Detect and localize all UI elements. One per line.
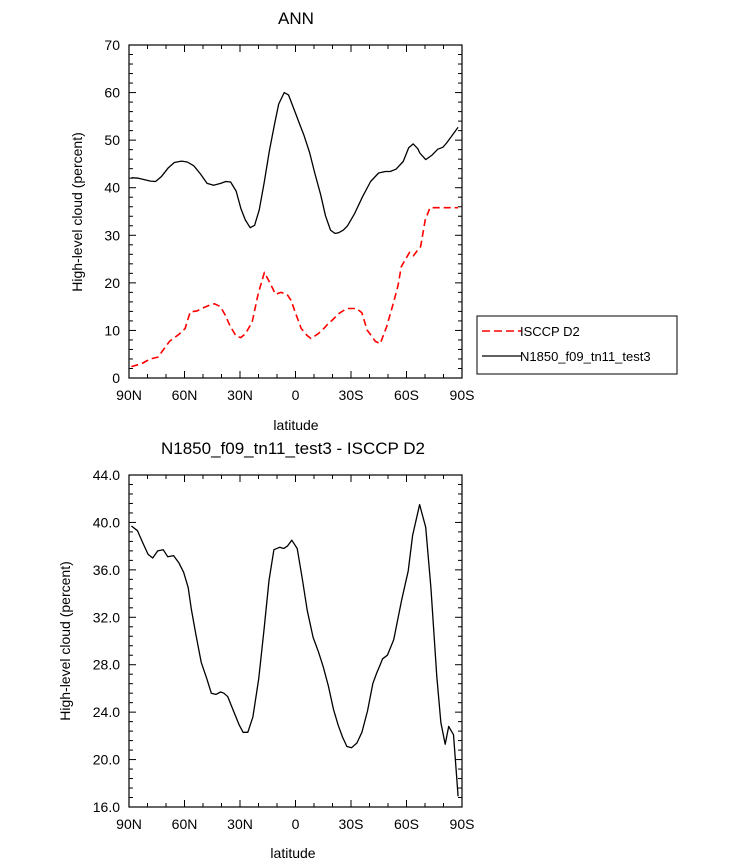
y-tick-label-difference: 16.0 [93,799,120,815]
x-axis-label-difference: latitude [270,845,315,861]
chart-title-difference: N1850_f09_tn11_test3 - ISCCP D2 [161,439,425,458]
x-tick-label-ann: 30S [339,387,364,403]
x-tick-label-ann: 90N [116,387,142,403]
chart-ann: ANN latitude High-level cloud (percent) … [69,9,474,433]
y-tick-label-ann: 60 [104,85,120,101]
x-tick-label-ann: 60N [172,387,198,403]
x-tick-label-ann: 60S [394,387,419,403]
x-tick-label-difference: 90S [450,816,475,832]
chart-title-ann: ANN [278,9,314,28]
y-tick-label-difference: 20.0 [93,752,120,768]
y-tick-label-ann: 70 [104,37,120,53]
x-axis-label-ann: latitude [273,417,318,433]
legend-label-isccp: ISCCP D2 [520,324,580,339]
x-tick-label-ann: 90S [450,387,475,403]
y-tick-label-difference: 40.0 [93,514,120,530]
y-tick-label-ann: 20 [104,275,120,291]
y-tick-label-difference: 36.0 [93,562,120,578]
y-tick-label-difference: 44.0 [93,467,120,483]
x-tick-label-difference: 60N [172,816,198,832]
y-tick-label-ann: 0 [112,370,120,386]
x-tick-label-difference: 0 [292,816,300,832]
y-tick-label-ann: 50 [104,132,120,148]
x-tick-label-ann: 0 [292,387,300,403]
x-tick-label-difference: 60S [394,816,419,832]
x-tick-label-difference: 30S [339,816,364,832]
y-axis-label-ann: High-level cloud (percent) [69,132,85,292]
legend-label-model: N1850_f09_tn11_test3 [520,349,651,364]
y-axis-label-difference: High-level cloud (percent) [57,561,73,721]
y-tick-label-ann: 30 [104,227,120,243]
y-tick-label-difference: 28.0 [93,657,120,673]
series-line-ann-1 [131,91,459,235]
y-tick-label-ann: 40 [104,180,120,196]
plot-frame-difference [128,474,463,808]
chart-difference: N1850_f09_tn11_test3 - ISCCP D2 latitude… [57,439,474,861]
x-tick-label-ann: 30N [227,387,253,403]
series-line-ann-0 [131,206,459,368]
series-line-difference-0 [131,503,459,797]
legend: ISCCP D2 N1850_f09_tn11_test3 [476,315,678,375]
y-tick-label-difference: 24.0 [93,704,120,720]
y-tick-label-difference: 32.0 [93,609,120,625]
legend-box [476,315,678,375]
plot-frame-ann [128,44,463,379]
y-tick-label-ann: 10 [104,322,120,338]
x-tick-label-difference: 30N [227,816,253,832]
x-tick-label-difference: 90N [116,816,142,832]
